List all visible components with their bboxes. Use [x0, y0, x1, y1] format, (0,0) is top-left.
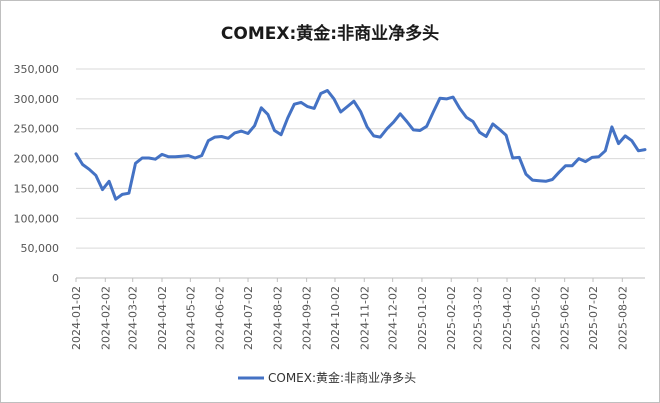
- gridlines: [76, 68, 645, 249]
- x-tick-label: 2024-10-02: [329, 286, 342, 350]
- x-tick-label: 2024-03-02: [127, 286, 140, 350]
- legend-label: COMEX:黄金:非商业净多头: [268, 370, 416, 385]
- x-tick-label: 2024-08-02: [271, 286, 284, 350]
- chart-title: COMEX:黄金:非商业净多头: [221, 23, 439, 44]
- y-tick-label: 100,000: [14, 212, 60, 225]
- series-line: [74, 89, 647, 201]
- legend: COMEX:黄金:非商业净多头: [238, 370, 416, 385]
- x-tick-label: 2024-11-02: [358, 286, 371, 350]
- x-axis-ticks: 2024-01-02 2024-02-02 2024-03-02 2024-04-02…: [70, 278, 629, 350]
- x-tick-label: 2024-06-02: [214, 286, 227, 350]
- series-layer: [74, 89, 647, 201]
- x-tick-label: 2025-05-02: [529, 286, 542, 350]
- x-tick-label: 2024-01-02: [70, 286, 83, 350]
- x-tick-label: 2025-01-02: [416, 286, 429, 350]
- y-tick-label: 250,000: [14, 123, 60, 136]
- y-axis-ticks: 0 50,000 100,000 150,000 200,000 250,000 300,0…: [14, 63, 60, 285]
- x-tick-label: 2025-07-02: [587, 286, 600, 350]
- y-tick-label: 350,000: [14, 63, 60, 76]
- y-tick-label: 300,000: [14, 93, 60, 106]
- y-tick-label: 150,000: [14, 182, 60, 195]
- x-tick-label: 2024-02-02: [99, 286, 112, 350]
- x-tick-label: 2024-04-02: [156, 286, 169, 350]
- x-tick-label: 2025-08-02: [616, 286, 629, 350]
- x-tick-label: 2024-05-02: [184, 286, 197, 350]
- x-tick-label: 2025-02-02: [445, 286, 458, 350]
- x-tick-label: 2025-04-02: [501, 286, 514, 350]
- x-tick-label: 2024-09-02: [301, 286, 314, 350]
- y-tick-label: 50,000: [21, 242, 60, 255]
- x-tick-label: 2024-12-02: [387, 286, 400, 350]
- y-tick-label: 0: [52, 272, 59, 285]
- x-tick-label: 2025-03-02: [472, 286, 485, 350]
- y-tick-label: 200,000: [14, 153, 60, 166]
- x-tick-label: 2025-06-02: [559, 286, 572, 350]
- x-tick-label: 2024-07-02: [242, 286, 255, 350]
